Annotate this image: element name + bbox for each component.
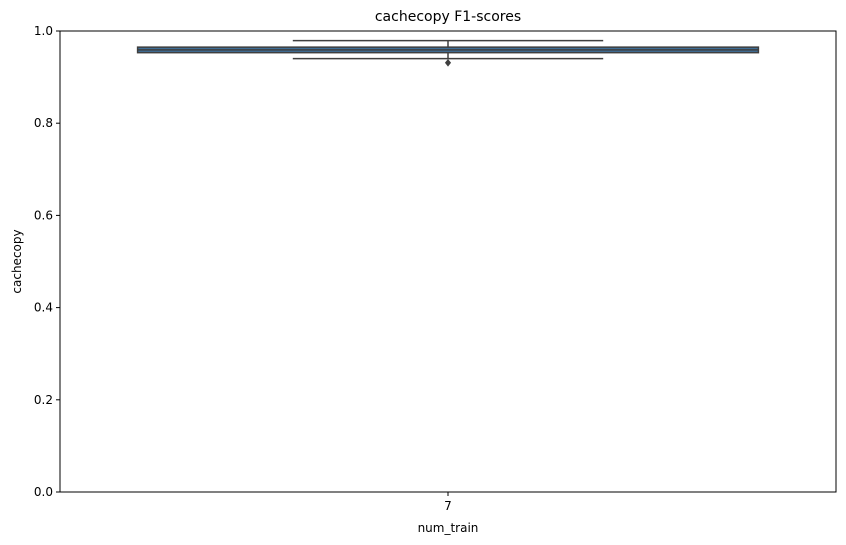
box-plot [136,39,760,67]
plot-frame [59,30,837,493]
y-tick-label: 0.8 [34,116,53,130]
y-tick-label: 0.2 [34,393,53,407]
y-tick-label: 0.4 [34,301,53,315]
y-tick-label: 0.6 [34,208,53,222]
plot-area [59,30,837,493]
x-axis: 7 [444,492,452,513]
outlier-point [444,58,452,67]
y-axis: 0.0 0.2 0.4 0.6 0.8 1.0 [34,24,60,499]
chart-title: cachecopy F1-scores [375,9,521,25]
box-series [136,39,760,67]
x-tick-label: 7 [444,499,452,513]
y-axis-label: cachecopy [10,229,24,293]
y-tick-label: 1.0 [34,24,53,38]
x-axis-label: num_train [418,521,479,535]
y-tick-label: 0.0 [34,485,53,499]
